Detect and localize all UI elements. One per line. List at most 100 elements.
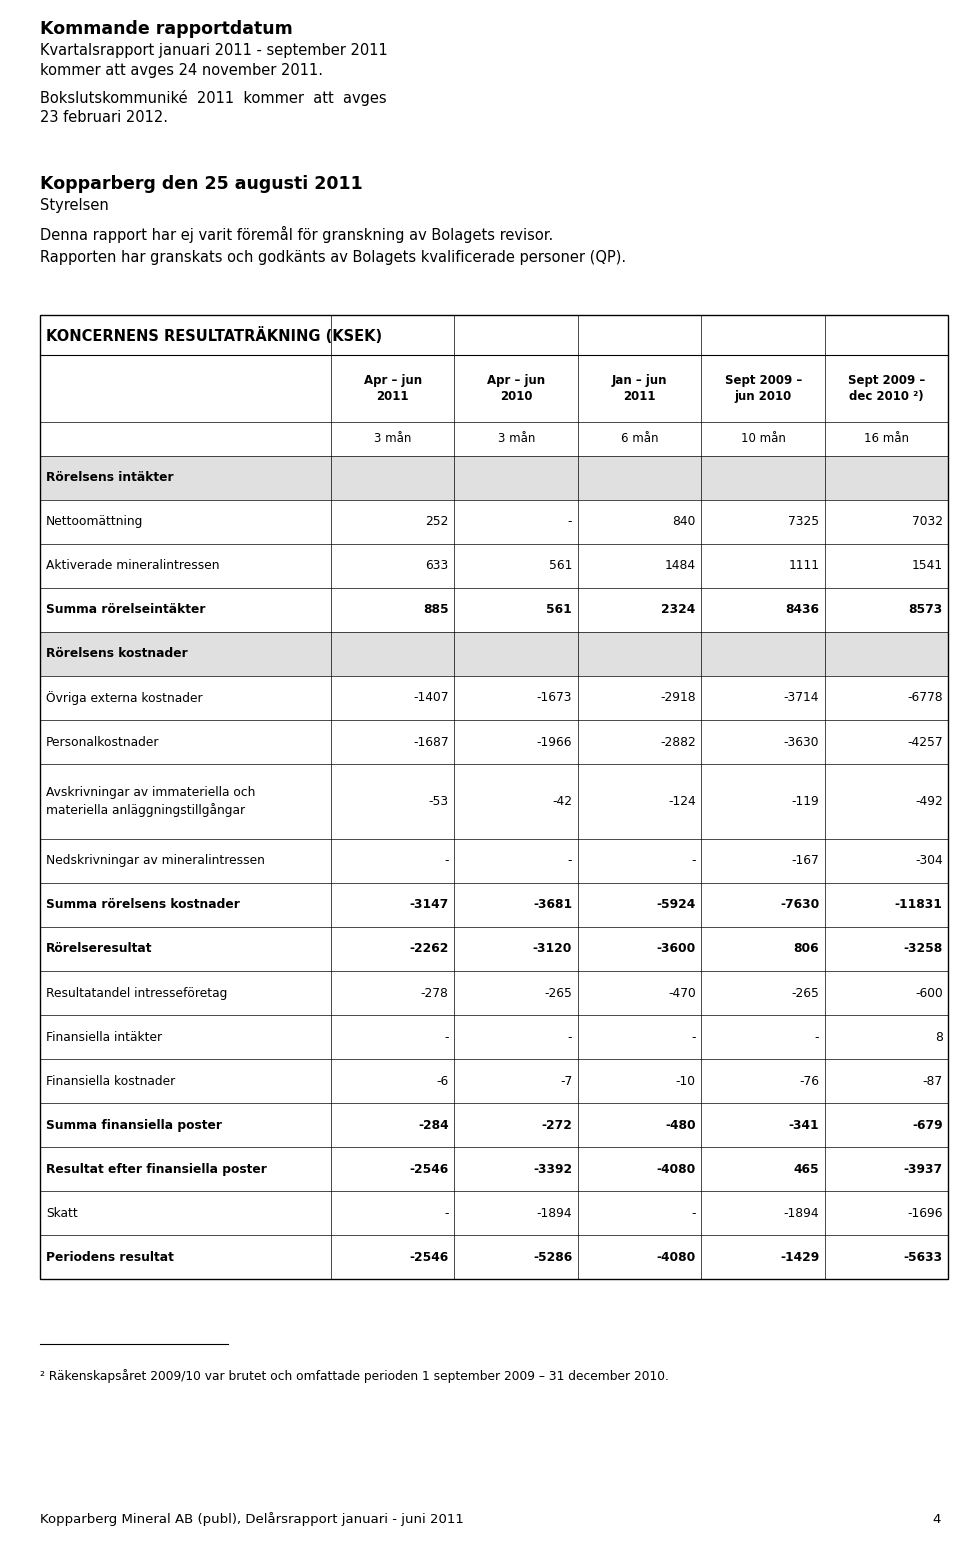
Text: Summa rörelseintäkter: Summa rörelseintäkter [46, 604, 205, 616]
Text: 561: 561 [549, 559, 572, 572]
Text: -480: -480 [665, 1119, 696, 1131]
Text: -4080: -4080 [657, 1163, 696, 1176]
Text: 8436: 8436 [785, 604, 819, 616]
Text: -3120: -3120 [533, 942, 572, 955]
Text: -: - [691, 854, 696, 867]
Text: -53: -53 [428, 796, 448, 808]
Bar [40, 632, 948, 677]
Text: Rörelsens intäkter: Rörelsens intäkter [46, 471, 174, 484]
Text: -: - [444, 1207, 448, 1219]
Text: -3392: -3392 [533, 1163, 572, 1176]
Text: -4080: -4080 [657, 1251, 696, 1264]
Text: Summa finansiella poster: Summa finansiella poster [46, 1119, 222, 1131]
Text: Styrelsen: Styrelsen [40, 198, 109, 213]
Text: -: - [815, 1031, 819, 1043]
Text: 7032: 7032 [912, 516, 943, 528]
Text: Aktiverade mineralintressen: Aktiverade mineralintressen [46, 559, 220, 572]
Text: -: - [567, 854, 572, 867]
Text: -3681: -3681 [533, 899, 572, 912]
Text: -5286: -5286 [533, 1251, 572, 1264]
Text: -167: -167 [791, 854, 819, 867]
Text: Rörelseresultat: Rörelseresultat [46, 942, 153, 955]
Text: -6: -6 [437, 1075, 448, 1088]
Text: ² Räkenskapsåret 2009/10 var brutet och omfattade perioden 1 september 2009 – 31: ² Räkenskapsåret 2009/10 var brutet och … [40, 1369, 669, 1383]
Text: -124: -124 [668, 796, 696, 808]
Text: -341: -341 [788, 1119, 819, 1131]
Text: -4257: -4257 [907, 735, 943, 748]
Bar [40, 315, 948, 1279]
Text: Denna rapport har ej varit föremål för granskning av Bolagets revisor.: Denna rapport har ej varit föremål för g… [40, 226, 554, 243]
Text: 633: 633 [425, 559, 448, 572]
Text: Sept 2009 –
jun 2010: Sept 2009 – jun 2010 [725, 374, 802, 403]
Text: -492: -492 [915, 796, 943, 808]
Text: Avskrivningar av immateriella och
materiella anläggningstillgångar: Avskrivningar av immateriella och materi… [46, 786, 255, 817]
Text: -278: -278 [420, 987, 448, 1000]
Bar [40, 456, 948, 501]
Text: -1673: -1673 [537, 692, 572, 705]
Text: kommer att avges 24 november 2011.: kommer att avges 24 november 2011. [40, 63, 324, 79]
Text: 1111: 1111 [788, 559, 819, 572]
Text: Övriga externa kostnader: Övriga externa kostnader [46, 691, 203, 705]
Text: -3258: -3258 [903, 942, 943, 955]
Text: Apr – jun
2010: Apr – jun 2010 [487, 374, 545, 403]
Text: -1966: -1966 [537, 735, 572, 748]
Bar [40, 422, 948, 456]
Text: -470: -470 [668, 987, 696, 1000]
Text: -679: -679 [912, 1119, 943, 1131]
Text: -5633: -5633 [903, 1251, 943, 1264]
Text: 3 mån: 3 mån [374, 433, 412, 445]
Text: -2546: -2546 [409, 1251, 448, 1264]
Text: -3600: -3600 [657, 942, 696, 955]
Text: Kvartalsrapport januari 2011 - september 2011: Kvartalsrapport januari 2011 - september… [40, 43, 388, 59]
Text: -3630: -3630 [783, 735, 819, 748]
Text: Kommande rapportdatum: Kommande rapportdatum [40, 20, 293, 39]
Text: -1687: -1687 [413, 735, 448, 748]
Text: -265: -265 [544, 987, 572, 1000]
Text: -2262: -2262 [409, 942, 448, 955]
Text: -3937: -3937 [903, 1163, 943, 1176]
Text: -3714: -3714 [783, 692, 819, 705]
Bar [40, 355, 948, 422]
Text: -3147: -3147 [409, 899, 448, 912]
Text: Nettoomättning: Nettoomättning [46, 516, 143, 528]
Text: 16 mån: 16 mån [864, 433, 909, 445]
Text: Rörelsens kostnader: Rörelsens kostnader [46, 647, 188, 660]
Text: Resultatandel intresseföretag: Resultatandel intresseföretag [46, 987, 228, 1000]
Text: -: - [444, 854, 448, 867]
Text: 3 mån: 3 mån [497, 433, 535, 445]
Text: 10 mån: 10 mån [741, 433, 785, 445]
Text: -119: -119 [791, 796, 819, 808]
Text: Kopparberg Mineral AB (publ), Delårsrapport januari - juni 2011: Kopparberg Mineral AB (publ), Delårsrapp… [40, 1513, 465, 1526]
Text: -: - [567, 516, 572, 528]
Text: 6 mån: 6 mån [621, 433, 659, 445]
Text: -600: -600 [915, 987, 943, 1000]
Text: -: - [567, 1031, 572, 1043]
Text: Sept 2009 –
dec 2010 ²): Sept 2009 – dec 2010 ²) [848, 374, 925, 403]
Text: Finansiella kostnader: Finansiella kostnader [46, 1075, 176, 1088]
Text: -76: -76 [800, 1075, 819, 1088]
Text: Apr – jun
2011: Apr – jun 2011 [364, 374, 421, 403]
Text: -1429: -1429 [780, 1251, 819, 1264]
Text: -1696: -1696 [907, 1207, 943, 1219]
Text: -7: -7 [560, 1075, 572, 1088]
Text: -87: -87 [923, 1075, 943, 1088]
Text: -2918: -2918 [660, 692, 696, 705]
Text: -1407: -1407 [413, 692, 448, 705]
Text: 1484: 1484 [664, 559, 696, 572]
Text: -265: -265 [791, 987, 819, 1000]
Bar [40, 315, 948, 355]
Text: 252: 252 [425, 516, 448, 528]
Text: -42: -42 [552, 796, 572, 808]
Text: 7325: 7325 [788, 516, 819, 528]
Text: Rapporten har granskats och godkänts av Bolagets kvalificerade personer (QP).: Rapporten har granskats och godkänts av … [40, 250, 627, 266]
Text: -6778: -6778 [907, 692, 943, 705]
Text: 8573: 8573 [908, 604, 943, 616]
Text: 465: 465 [794, 1163, 819, 1176]
Text: -: - [444, 1031, 448, 1043]
Text: 8: 8 [935, 1031, 943, 1043]
Text: Resultat efter finansiella poster: Resultat efter finansiella poster [46, 1163, 267, 1176]
Text: -7630: -7630 [780, 899, 819, 912]
Text: Personalkostnader: Personalkostnader [46, 735, 159, 748]
Text: Finansiella intäkter: Finansiella intäkter [46, 1031, 162, 1043]
Text: -5924: -5924 [657, 899, 696, 912]
